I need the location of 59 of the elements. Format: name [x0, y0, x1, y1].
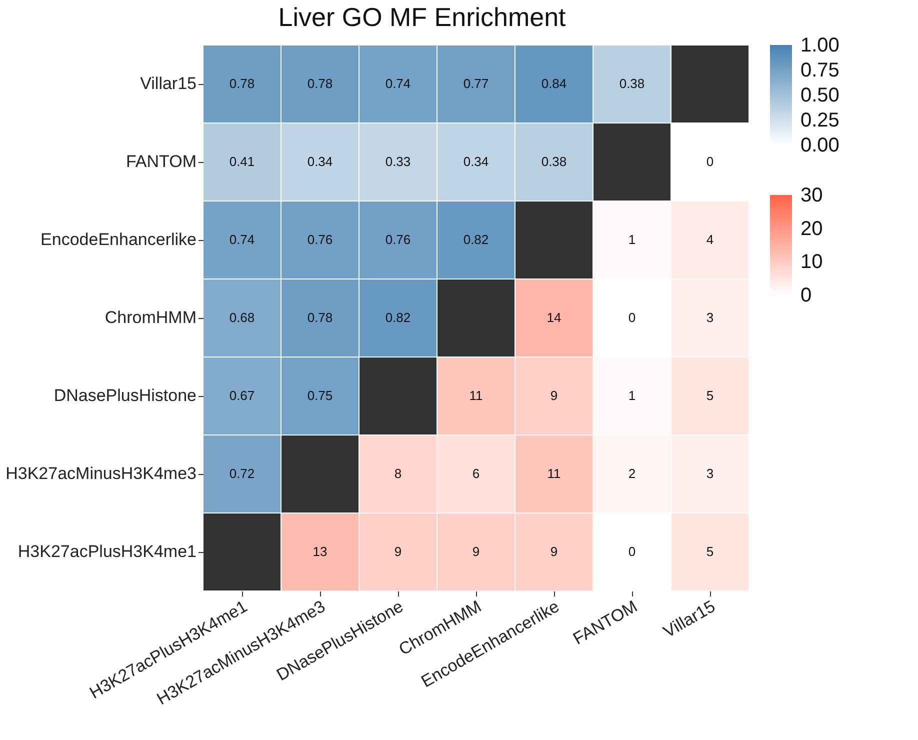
chart-title: Liver GO MF Enrichment [278, 2, 567, 32]
data-label: 9 [550, 388, 558, 403]
data-label: 0 [628, 544, 636, 559]
data-label: 4 [706, 232, 714, 247]
data-label: 9 [472, 544, 480, 559]
data-label: 14 [546, 310, 562, 325]
data-label: 0.84 [541, 76, 567, 91]
data-label: 0.78 [307, 310, 333, 325]
data-label: 0.67 [229, 388, 255, 403]
data-label: 8 [394, 466, 402, 481]
data-label: 0.74 [229, 232, 255, 247]
color-bar-label: 0.25 [800, 110, 840, 132]
color-bar-label: 0.75 [800, 60, 840, 82]
data-label: 0.41 [229, 154, 255, 169]
data-label: 5 [706, 544, 714, 559]
data-label: 0.78 [307, 76, 333, 91]
data-label: 13 [312, 544, 328, 559]
y-tick-label: DNasePlusHistone [54, 386, 196, 405]
color-bar-label: 0.50 [800, 84, 840, 106]
color-bar-label: 0 [800, 284, 812, 306]
y-tick-label: EncodeEnhancerlike [40, 230, 196, 249]
data-label: 0.76 [385, 232, 411, 247]
data-label: 0.77 [463, 76, 489, 91]
data-label: 2 [628, 466, 636, 481]
data-label: 0.72 [229, 466, 255, 481]
data-label: 0.68 [229, 310, 255, 325]
data-label: 0.82 [385, 310, 411, 325]
data-label: 3 [706, 310, 714, 325]
data-label: 0 [628, 310, 636, 325]
y-tick-label: ChromHMM [104, 308, 196, 327]
color-bar-label: 20 [800, 218, 823, 240]
data-label: 9 [550, 544, 558, 559]
y-tick-label: Villar15 [140, 74, 196, 93]
data-label: 0.34 [307, 154, 333, 169]
data-label: 0.33 [385, 154, 411, 169]
data-label: 0.76 [307, 232, 333, 247]
data-label: 1 [628, 232, 636, 247]
data-label: 0.82 [463, 232, 489, 247]
y-tick-label: H3K27acMinusH3K4me3 [6, 464, 196, 483]
data-label: 5 [706, 388, 714, 403]
color-bar-label: 1.00 [800, 34, 840, 56]
y-tick-label: H3K27acPlusH3K4me1 [18, 542, 196, 561]
color-bar-label: 30 [800, 184, 823, 206]
data-label: 0.74 [385, 76, 411, 91]
data-label: 9 [394, 544, 402, 559]
data-label: 0.75 [307, 388, 333, 403]
data-label: 11 [469, 388, 483, 403]
data-label: 11 [547, 466, 561, 481]
y-tick-label: FANTOM [126, 152, 196, 171]
color-bar-label: 0.00 [800, 134, 840, 156]
data-label: 1 [628, 388, 636, 403]
data-label: 0.38 [541, 154, 567, 169]
data-label: 0.78 [229, 76, 255, 91]
data-label: 0.38 [619, 76, 645, 91]
color-bar-label: 10 [800, 251, 823, 274]
data-label: 0.34 [463, 154, 489, 169]
data-label: 3 [706, 466, 714, 481]
data-label: 0 [706, 154, 714, 169]
data-label: 6 [472, 466, 480, 481]
